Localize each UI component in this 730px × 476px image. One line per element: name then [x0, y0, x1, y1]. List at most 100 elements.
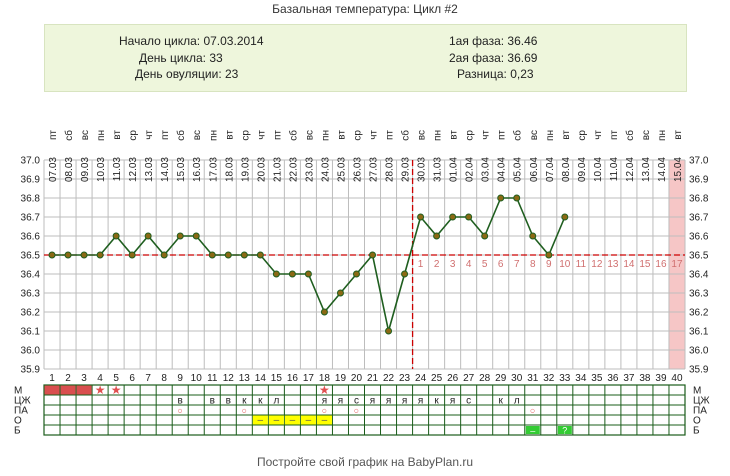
date-label: 04.04	[497, 157, 508, 182]
ovulation-test-mark: –	[274, 415, 280, 426]
weekday-label: вс	[641, 130, 652, 140]
date-label: 18.03	[224, 157, 235, 182]
cm-cell: я	[338, 396, 343, 407]
date-label: 29.03	[401, 157, 412, 182]
cm-cell: в	[226, 396, 231, 407]
table-row-label-left: Б	[14, 426, 21, 437]
day-number-label: 6	[129, 373, 135, 384]
luteal-day-number: 5	[482, 259, 488, 270]
temperature-point	[417, 213, 425, 221]
day-number-label: 40	[671, 373, 683, 384]
temperature-point	[64, 251, 72, 259]
cm-cell: к	[499, 396, 504, 407]
cm-cell: я	[322, 396, 327, 407]
day-number-label: 16	[287, 373, 299, 384]
y-tick-label-right: 36.4	[689, 270, 709, 281]
y-tick-label-right: 36.6	[689, 232, 709, 243]
day-number-label: 22	[383, 373, 395, 384]
cm-cell: л	[273, 396, 279, 407]
date-label: 10.04	[593, 157, 604, 182]
table-row-label-left: М	[14, 386, 22, 397]
temperature-point	[465, 213, 473, 221]
day-number-label: 4	[97, 373, 103, 384]
temperature-point	[240, 251, 248, 259]
table-row-label-right: Б	[693, 426, 700, 437]
day-number-label: 15	[271, 373, 283, 384]
date-label: 30.03	[417, 157, 428, 182]
date-label: 07.03	[48, 157, 59, 182]
luteal-day-number: 15	[639, 259, 651, 270]
weekday-label: вт	[673, 130, 684, 140]
phase1-text: 1ая фаза: 36.46	[449, 34, 538, 48]
temperature-point	[513, 194, 521, 202]
cm-cell: я	[402, 396, 407, 407]
ovulation-test-cell	[284, 415, 300, 425]
temperature-point	[401, 270, 409, 278]
y-tick-label-left: 36.3	[21, 289, 41, 300]
temperature-line	[52, 197, 566, 332]
weekday-label: вт	[561, 130, 572, 140]
weekday-label: ср	[240, 130, 251, 141]
date-label: 24.03	[320, 157, 331, 182]
day-number-label: 13	[239, 373, 251, 384]
day-number-label: 38	[639, 373, 651, 384]
date-label: 12.04	[625, 157, 636, 182]
temperature-point	[304, 270, 312, 278]
temperature-point	[224, 251, 232, 259]
day-number-label: 20	[351, 373, 363, 384]
table-row-label-left: О	[14, 416, 22, 427]
day-number-label: 9	[177, 373, 183, 384]
table-row-label-right: М	[693, 386, 701, 397]
weekday-label: вс	[192, 130, 203, 140]
cm-cell: л	[514, 396, 520, 407]
temperature-point	[144, 232, 152, 240]
ovulation-test-cell	[268, 415, 284, 425]
temperature-point	[529, 232, 537, 240]
temperature-point	[48, 251, 56, 259]
date-label: 13.03	[144, 157, 155, 182]
temperature-point	[208, 251, 216, 259]
luteal-day-number: 7	[514, 259, 520, 270]
weekday-label: вс	[529, 130, 540, 140]
day-number-label: 26	[447, 373, 459, 384]
temperature-point	[481, 232, 489, 240]
day-number-label: 5	[113, 373, 119, 384]
temperature-point	[545, 251, 553, 259]
day-number-label: 31	[527, 373, 539, 384]
temperature-point	[385, 327, 393, 335]
temperature-point	[352, 270, 360, 278]
day-number-label: 10	[191, 373, 203, 384]
date-label: 03.04	[481, 157, 492, 182]
difference-text: Разница: 0,23	[457, 67, 534, 81]
date-label: 07.04	[545, 157, 556, 182]
day-number-label: 2	[65, 373, 71, 384]
y-tick-label-right: 36.7	[689, 213, 709, 224]
ovulation-day-text: День овуляции: 23	[135, 67, 239, 81]
cm-cell: к	[258, 396, 263, 407]
weekday-label: ср	[465, 130, 476, 141]
y-tick-label-right: 36.1	[689, 327, 709, 338]
phase2-text: 2ая фаза: 36.69	[449, 51, 538, 65]
temperature-point	[433, 232, 441, 240]
pregnancy-test-cell	[525, 426, 540, 434]
day-number-label: 3	[81, 373, 87, 384]
weekday-label: чт	[144, 130, 155, 140]
weekday-label: вт	[224, 130, 235, 140]
day-number-label: 27	[463, 373, 475, 384]
day-number-label: 1	[49, 373, 55, 384]
temperature-point	[336, 289, 344, 297]
date-label: 21.03	[272, 157, 283, 182]
date-label: 02.04	[465, 157, 476, 182]
date-label: 08.03	[64, 157, 75, 182]
weekday-label: чт	[369, 130, 380, 140]
date-label: 23.03	[304, 157, 315, 182]
weekday-label: пт	[160, 130, 171, 140]
luteal-day-number: 13	[607, 259, 619, 270]
ovulation-test-mark: –	[258, 415, 264, 426]
luteal-day-number: 16	[655, 259, 667, 270]
weekday-label: сб	[287, 130, 299, 141]
date-label: 08.04	[561, 157, 572, 182]
ovulation-test-cell	[300, 415, 316, 425]
footer-link[interactable]: Постройте свой график на BabyPlan.ru	[256, 455, 474, 469]
weekday-label: чт	[481, 130, 492, 140]
